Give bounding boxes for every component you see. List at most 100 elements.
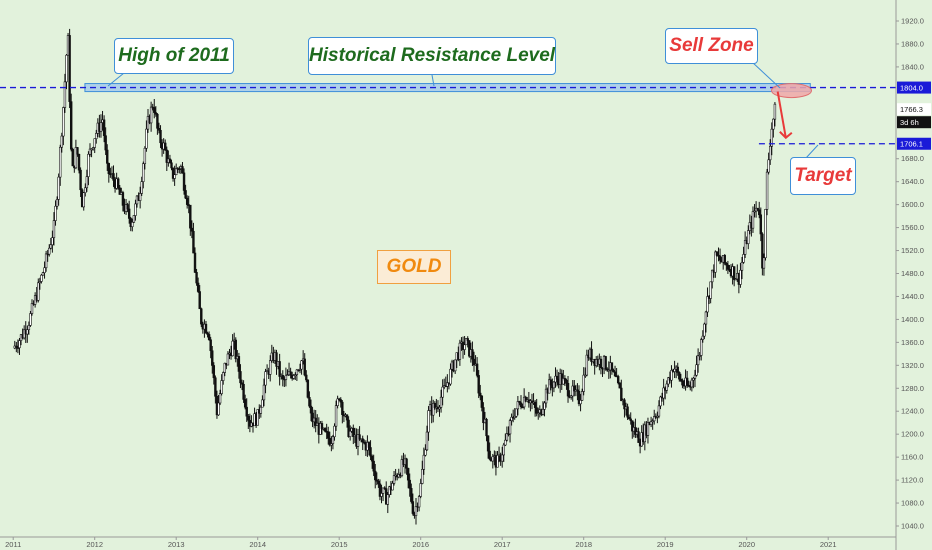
sell-arrow-head: [779, 131, 793, 140]
candle-body: [245, 406, 248, 417]
symbol-label: GOLD: [386, 256, 442, 277]
candle-body: [206, 332, 209, 335]
candle-body: [679, 378, 683, 382]
candle-body: [742, 254, 745, 263]
candle-body: [231, 340, 234, 357]
candle-body: [218, 393, 222, 404]
candle-body: [620, 387, 623, 402]
x-tick-label: 2011: [5, 540, 21, 549]
candle-body: [765, 171, 769, 210]
candle-body: [182, 172, 186, 191]
y-tick-label: 1160.0: [901, 453, 923, 462]
candle-body: [725, 262, 728, 266]
candle-body: [334, 405, 338, 427]
candle-body: [718, 255, 722, 261]
candle-body: [723, 255, 726, 264]
candle-body: [709, 281, 712, 299]
candle-body: [458, 342, 462, 360]
candle-body: [196, 282, 200, 292]
candle-body: [681, 380, 684, 386]
candle-body: [381, 487, 385, 494]
candle-body: [369, 447, 372, 457]
candle-body: [43, 267, 46, 273]
candle-body: [626, 406, 629, 418]
candle-body: [333, 425, 336, 438]
candle-body: [204, 323, 208, 334]
candle-body: [764, 209, 767, 259]
candle-body: [370, 455, 374, 462]
candle-body: [653, 416, 656, 422]
candle-body: [193, 252, 197, 273]
candle-body: [59, 146, 62, 178]
y-tick-label: 1440.0: [901, 292, 924, 301]
candle-body: [758, 209, 761, 216]
candle-body: [185, 197, 189, 205]
y-tick-label: 1280.0: [901, 384, 924, 393]
candle-body: [464, 338, 468, 346]
candle-body: [145, 128, 148, 149]
candle-body: [734, 278, 737, 281]
candle-body: [565, 379, 568, 384]
candle-body: [500, 454, 504, 462]
candle-body: [544, 388, 548, 404]
candle-body: [106, 149, 109, 164]
candle-body: [618, 382, 621, 389]
candle-body: [433, 403, 437, 408]
candle-body: [26, 329, 29, 335]
candle-body: [126, 204, 129, 210]
candle-body: [55, 199, 59, 207]
candle-body: [76, 147, 79, 155]
candle-body: [361, 438, 364, 443]
candle-body: [759, 214, 763, 235]
candle-body: [51, 237, 54, 246]
candle-body: [331, 436, 335, 444]
candle-body: [610, 362, 614, 371]
candle-body: [405, 458, 408, 469]
y-tick-label: 1400.0: [901, 315, 924, 324]
candle-body: [181, 166, 184, 174]
candle-body: [388, 486, 391, 495]
candle-body: [751, 211, 755, 229]
candle-body: [60, 135, 63, 148]
candle-body: [184, 190, 187, 199]
candle-body: [590, 348, 593, 362]
y-tick-label: 1560.0: [901, 223, 924, 232]
candle-body: [515, 408, 518, 417]
candle-body: [309, 405, 313, 414]
candle-body: [522, 396, 526, 408]
candle-body: [367, 442, 371, 448]
candle-body: [753, 210, 756, 213]
candle-body: [604, 356, 607, 370]
candle-body: [477, 375, 480, 394]
sell-arrow-line: [776, 91, 787, 138]
candle-body: [153, 107, 156, 113]
candle-body: [585, 354, 589, 376]
candle-body: [239, 371, 242, 384]
candle-body: [562, 378, 565, 385]
candle-body: [85, 176, 89, 189]
candle-body: [149, 106, 153, 124]
candle-body: [566, 383, 570, 397]
candle-body: [573, 385, 576, 392]
candle-body: [300, 360, 303, 370]
candle-body: [189, 204, 192, 229]
candle-body: [726, 264, 730, 270]
candle-body: [79, 169, 82, 191]
candle-body: [637, 431, 640, 443]
overlay-layer: [0, 61, 896, 159]
y-tick-label: 1880.0: [901, 39, 924, 48]
x-tick-label: 2013: [168, 540, 185, 549]
candle-body: [209, 339, 212, 352]
candle-body: [690, 379, 694, 388]
candle-body: [678, 372, 681, 380]
candle-body: [345, 414, 349, 421]
candle-body: [767, 159, 770, 173]
target-label: Target: [794, 165, 852, 186]
candle-body: [90, 148, 93, 151]
candle-body: [226, 353, 230, 366]
last-price-tag-bg: [897, 103, 931, 116]
candle-body: [703, 323, 706, 337]
candle-body: [521, 406, 524, 409]
